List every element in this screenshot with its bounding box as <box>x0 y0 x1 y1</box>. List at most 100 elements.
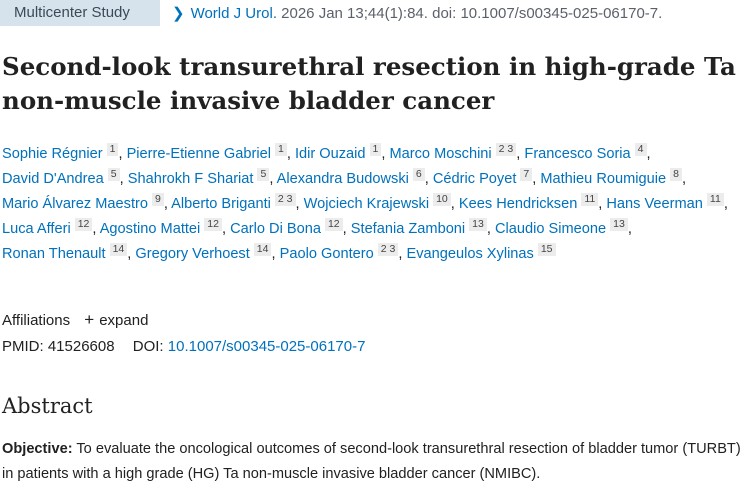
author-item: Claudio Simeone 13, <box>494 218 632 237</box>
author-separator: , <box>269 171 274 187</box>
author-item: Agostino Mattei 12, <box>99 218 226 237</box>
author-name-link[interactable]: David D'Andrea <box>2 171 104 187</box>
author-separator: , <box>119 171 124 187</box>
author-name-link[interactable]: Francesco Soria <box>524 146 631 162</box>
affiliation-number-button[interactable]: 1 <box>369 143 382 156</box>
affiliation-number-button[interactable]: 1 <box>106 143 119 156</box>
affiliation-number-button[interactable]: 9 <box>151 193 164 206</box>
author-name-link[interactable]: Paolo Gontero <box>279 246 374 262</box>
affiliation-number-button[interactable]: 11 <box>581 193 599 206</box>
author-item: Marco Moschini 2 3, <box>389 143 521 162</box>
author-name-link[interactable]: Mathieu Roumiguie <box>540 171 667 187</box>
affiliation-number-button[interactable]: 2 3 <box>495 143 517 156</box>
affiliation-number-button[interactable]: 1 <box>274 143 287 156</box>
author-name-link[interactable]: Hans Veerman <box>606 196 703 212</box>
author-item: Gregory Verhoest 14, <box>135 243 276 262</box>
author-separator: , <box>516 146 521 162</box>
author-item: Wojciech Krajewski 10, <box>303 193 455 212</box>
pmid-label: PMID: <box>2 338 44 355</box>
affiliation-number-button[interactable]: 14 <box>109 243 128 256</box>
affiliation-number-button[interactable]: 4 <box>634 143 647 156</box>
author-item: Stefania Zamboni 13, <box>350 218 491 237</box>
affiliation-number-button[interactable]: 14 <box>253 243 272 256</box>
objective-label: Objective: <box>2 441 73 457</box>
author-separator: , <box>486 221 491 237</box>
author-item: Cédric Poyet 7, <box>432 168 537 187</box>
author-item: Pierre-Etienne Gabriel 1, <box>126 143 291 162</box>
chevron-right-icon[interactable]: ❯ <box>172 5 185 22</box>
author-item: Ronan Thenault 14, <box>2 243 131 262</box>
author-item: Evangeulos Xylinas 15 <box>406 243 556 262</box>
affiliation-number-button[interactable]: 7 <box>520 168 533 181</box>
author-name-link[interactable]: Agostino Mattei <box>99 221 201 237</box>
author-name-link[interactable]: Luca Afferi <box>2 221 71 237</box>
author-separator: , <box>450 196 455 212</box>
author-item: Sophie Régnier 1, <box>2 143 123 162</box>
author-item: Francesco Soria 4, <box>524 143 651 162</box>
affiliation-number-button[interactable]: 12 <box>324 218 343 231</box>
author-item: Kees Hendricksen 11, <box>458 193 602 212</box>
author-name-link[interactable]: Evangeulos Xylinas <box>406 246 534 262</box>
citation-bar: Multicenter Study ❯ World J Urol. 2026 Ja… <box>0 0 750 28</box>
affiliation-number-button[interactable]: 12 <box>204 218 222 231</box>
journal-link[interactable]: World J Urol. <box>190 5 277 22</box>
affiliation-number-button[interactable]: 2 3 <box>377 243 399 256</box>
author-name-link[interactable]: Mario Álvarez Maestro <box>2 196 148 212</box>
author-item: Mathieu Roumiguie 8, <box>540 168 686 187</box>
author-item: David D'Andrea 5, <box>2 168 124 187</box>
author-name-link[interactable]: Sophie Régnier <box>2 146 103 162</box>
author-name-link[interactable]: Cédric Poyet <box>432 171 517 187</box>
author-separator: , <box>424 171 429 187</box>
affiliation-number-button[interactable]: 13 <box>610 218 628 231</box>
plus-icon: + <box>84 310 95 329</box>
author-separator: , <box>295 196 300 212</box>
author-separator: , <box>118 146 123 162</box>
author-name-link[interactable]: Alberto Briganti <box>171 196 271 212</box>
article-identifiers: PMID: 41526608 DOI: 10.1007/s00345-025-0… <box>2 338 365 355</box>
author-separator: , <box>92 221 97 237</box>
author-item: Shahrokh F Shariat 5, <box>127 168 274 187</box>
author-item: Hans Veerman 11, <box>606 193 728 212</box>
journal-citation: ❯ World J Urol. 2026 Jan 13;44(1):84. doi… <box>172 4 662 22</box>
citation-details: 2026 Jan 13;44(1):84. doi: 10.1007/s0034… <box>281 5 663 22</box>
author-name-link[interactable]: Shahrokh F Shariat <box>127 171 254 187</box>
affiliation-number-button[interactable]: 12 <box>74 218 93 231</box>
publication-type-badge[interactable]: Multicenter Study <box>0 0 160 26</box>
author-separator: , <box>286 146 291 162</box>
author-item: Alberto Briganti 2 3, <box>171 193 300 212</box>
author-separator: , <box>398 246 403 262</box>
author-name-link[interactable]: Carlo Di Bona <box>230 221 321 237</box>
pmid-value: 41526608 <box>47 338 115 355</box>
author-name-link[interactable]: Alexandra Budowski <box>276 171 409 187</box>
author-separator: , <box>163 196 168 212</box>
affiliation-number-button[interactable]: 10 <box>433 193 451 206</box>
affiliation-number-button[interactable]: 5 <box>257 168 270 181</box>
affiliation-number-button[interactable]: 11 <box>706 193 724 206</box>
affiliation-number-button[interactable]: 6 <box>412 168 425 181</box>
author-name-link[interactable]: Idir Ouzaid <box>294 146 366 162</box>
author-separator: , <box>381 146 386 162</box>
affiliations-label: Affiliations <box>2 312 71 329</box>
affiliation-number-button[interactable]: 13 <box>469 218 487 231</box>
author-name-link[interactable]: Marco Moschini <box>389 146 492 162</box>
author-separator: , <box>532 171 537 187</box>
author-name-link[interactable]: Claudio Simeone <box>494 221 607 237</box>
authors-list: Sophie Régnier 1, Pierre-Etienne Gabriel 1… <box>2 142 746 267</box>
author-name-link[interactable]: Kees Hendricksen <box>458 196 578 212</box>
affiliation-number-button[interactable]: 8 <box>670 168 682 181</box>
affiliation-number-button[interactable]: 2 3 <box>274 193 296 206</box>
abstract-objective: Objective: To evaluate the oncological o… <box>2 437 746 487</box>
author-name-link[interactable]: Gregory Verhoest <box>135 246 250 262</box>
author-name-link[interactable]: Wojciech Krajewski <box>303 196 430 212</box>
author-separator: , <box>271 246 276 262</box>
objective-text: To evaluate the oncological outcomes of … <box>2 441 741 482</box>
author-name-link[interactable]: Ronan Thenault <box>2 246 106 262</box>
expand-affiliations-button[interactable]: + expand <box>84 310 148 329</box>
doi-label: DOI: <box>132 338 164 355</box>
author-item: Paolo Gontero 2 3, <box>279 243 403 262</box>
doi-link[interactable]: 10.1007/s00345-025-06170-7 <box>167 338 366 355</box>
affiliation-number-button[interactable]: 5 <box>107 168 120 181</box>
author-name-link[interactable]: Stefania Zamboni <box>350 221 466 237</box>
author-name-link[interactable]: Pierre-Etienne Gabriel <box>126 146 271 162</box>
affiliation-number-button[interactable]: 15 <box>537 243 556 256</box>
